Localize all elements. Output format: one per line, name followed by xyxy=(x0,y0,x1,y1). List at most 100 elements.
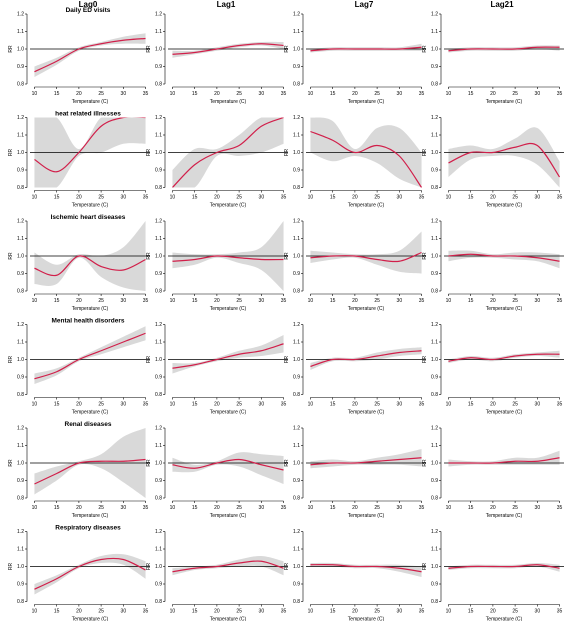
y-axis-label: RR xyxy=(284,149,290,157)
y-tick-label: 0.8 xyxy=(431,185,438,191)
y-tick-label: 0.9 xyxy=(293,64,300,70)
x-tick-label: 35 xyxy=(419,298,425,304)
x-axis-label: Temperature (C) xyxy=(210,617,247,621)
x-tick-label: 30 xyxy=(535,195,541,201)
y-tick-label: 0.8 xyxy=(293,599,300,605)
y-tick-label: 0.9 xyxy=(17,582,24,588)
y-tick-label: 0.8 xyxy=(431,392,438,398)
y-tick-label: 1.0 xyxy=(431,150,438,156)
x-axis-label: Temperature (C) xyxy=(348,617,385,621)
x-axis-label: Temperature (C) xyxy=(72,513,109,519)
x-tick-label: 10 xyxy=(32,298,38,304)
x-tick-label: 35 xyxy=(557,609,563,615)
x-axis-label: Temperature (C) xyxy=(72,306,109,312)
rr-curve xyxy=(172,43,284,55)
x-tick-label: 10 xyxy=(308,505,314,511)
y-tick-label: 0.9 xyxy=(17,64,24,70)
x-tick-label: 20 xyxy=(490,402,496,408)
y-tick-label: 0.9 xyxy=(431,271,438,277)
x-tick-label: 15 xyxy=(468,298,474,304)
y-tick-label: 0.8 xyxy=(293,496,300,502)
rr-curve xyxy=(34,37,146,73)
y-tick-label: 0.8 xyxy=(17,82,24,88)
row-title: Ischemic heart diseases xyxy=(51,214,126,221)
x-tick-label: 25 xyxy=(98,609,104,615)
x-tick-label: 20 xyxy=(352,298,358,304)
y-tick-label: 1.1 xyxy=(155,340,162,346)
column-title: Lag0 xyxy=(79,0,98,9)
x-tick-label: 35 xyxy=(281,505,287,511)
y-tick-label: 1.1 xyxy=(431,133,438,139)
x-tick-label: 15 xyxy=(54,505,60,511)
x-tick-label: 35 xyxy=(281,91,287,97)
x-tick-label: 20 xyxy=(76,402,82,408)
x-tick-label: 25 xyxy=(512,91,518,97)
y-tick-label: 1.0 xyxy=(293,150,300,156)
x-tick-label: 10 xyxy=(32,91,38,97)
y-tick-label: 1.2 xyxy=(293,426,300,432)
x-tick-label: 20 xyxy=(214,91,220,97)
rr-curve xyxy=(34,117,146,173)
column-title: Lag7 xyxy=(355,0,374,9)
x-tick-label: 30 xyxy=(259,91,265,97)
y-tick-label: 0.8 xyxy=(155,392,162,398)
x-tick-label: 20 xyxy=(352,505,358,511)
y-axis-label: RR xyxy=(146,45,152,53)
y-tick-label: 0.9 xyxy=(155,64,162,70)
y-tick-label: 1.2 xyxy=(431,12,438,18)
y-tick-label: 1.1 xyxy=(17,133,24,139)
y-tick-label: 1.1 xyxy=(17,547,24,553)
x-tick-label: 15 xyxy=(54,195,60,201)
x-tick-label: 20 xyxy=(490,195,496,201)
x-axis-label: Temperature (C) xyxy=(210,513,247,519)
x-tick-label: 15 xyxy=(468,195,474,201)
y-tick-label: 0.9 xyxy=(293,582,300,588)
x-tick-label: 10 xyxy=(446,195,452,201)
rr-curve xyxy=(448,46,560,52)
x-tick-label: 35 xyxy=(143,91,149,97)
y-tick-label: 1.1 xyxy=(17,29,24,35)
rr-curve xyxy=(448,142,561,178)
y-tick-label: 0.9 xyxy=(431,375,438,381)
y-tick-label: 1.1 xyxy=(155,443,162,449)
y-tick-label: 1.0 xyxy=(17,254,24,260)
y-tick-label: 1.2 xyxy=(431,426,438,432)
y-tick-label: 1.2 xyxy=(293,529,300,535)
x-tick-label: 20 xyxy=(214,609,220,615)
x-axis-label: Temperature (C) xyxy=(486,617,523,621)
x-tick-label: 10 xyxy=(32,505,38,511)
x-tick-label: 15 xyxy=(192,91,198,97)
confidence-band xyxy=(172,555,284,576)
x-tick-label: 35 xyxy=(143,505,149,511)
x-tick-label: 20 xyxy=(76,298,82,304)
x-axis-label: Temperature (C) xyxy=(348,410,385,416)
x-tick-label: 15 xyxy=(330,298,336,304)
x-tick-label: 35 xyxy=(143,609,149,615)
x-tick-label: 25 xyxy=(236,195,242,201)
x-axis-label: Temperature (C) xyxy=(210,203,247,209)
confidence-band xyxy=(172,335,284,374)
x-tick-label: 25 xyxy=(374,195,380,201)
x-tick-label: 35 xyxy=(419,402,425,408)
x-tick-label: 20 xyxy=(214,505,220,511)
x-tick-label: 15 xyxy=(330,91,336,97)
confidence-band xyxy=(34,553,146,595)
x-tick-label: 20 xyxy=(352,609,358,615)
y-tick-label: 1.0 xyxy=(17,461,24,467)
y-axis-label: RR xyxy=(8,149,14,157)
x-tick-label: 10 xyxy=(32,402,38,408)
x-tick-label: 35 xyxy=(281,402,287,408)
rr-curve xyxy=(34,557,146,590)
x-axis-label: Temperature (C) xyxy=(486,513,523,519)
x-tick-label: 10 xyxy=(170,195,176,201)
x-tick-label: 30 xyxy=(535,298,541,304)
x-tick-label: 20 xyxy=(76,505,82,511)
rr-curve xyxy=(448,564,560,569)
y-tick-label: 1.0 xyxy=(293,357,300,363)
y-tick-label: 1.2 xyxy=(17,115,24,121)
x-tick-label: 20 xyxy=(214,402,220,408)
column-title: Lag1 xyxy=(217,0,236,9)
y-tick-label: 0.8 xyxy=(155,185,162,191)
x-tick-label: 30 xyxy=(397,505,403,511)
y-tick-label: 1.0 xyxy=(155,47,162,53)
